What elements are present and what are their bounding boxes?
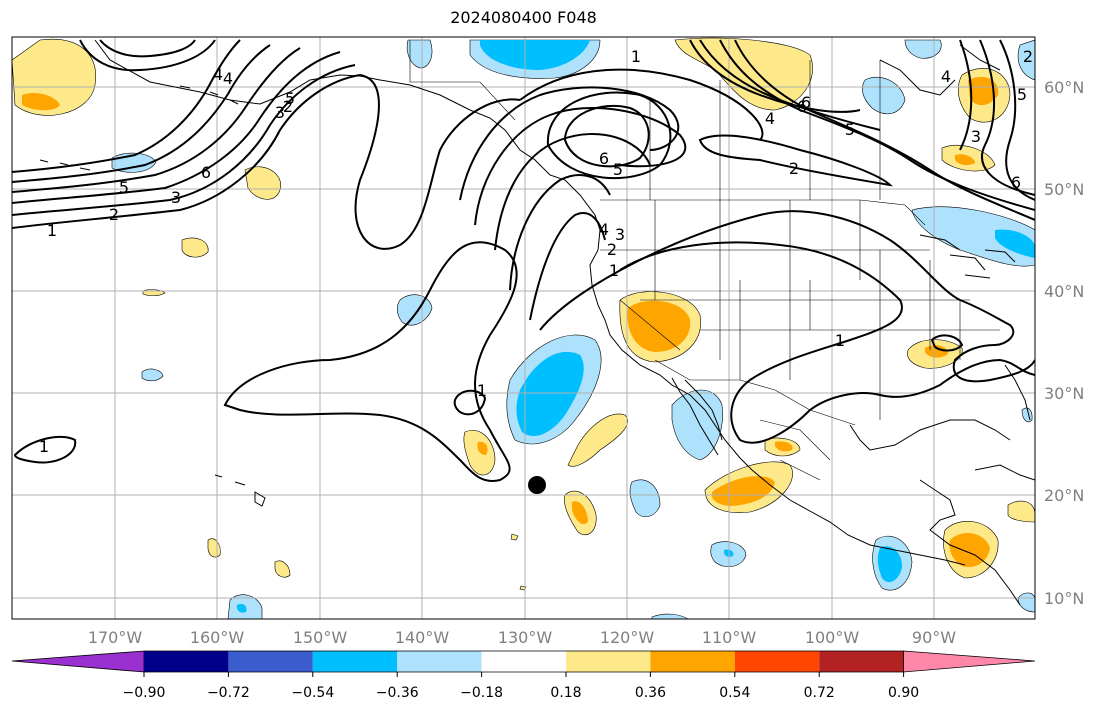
contour-label: 4 [223,69,233,88]
colorbar-segment [566,651,651,672]
lon-label: 100°W [805,628,860,647]
lon-label: 110°W [702,628,757,647]
contour-label: 4 [213,65,223,84]
contour-lines [12,39,1035,482]
colorbar-segment [819,651,904,672]
contour-label: 2 [607,240,617,259]
contour-label: 6 [801,93,811,112]
contour-label: 2 [109,205,119,224]
contour-label: 5 [1017,85,1027,104]
colorbar-tick-label: −0.18 [460,685,503,701]
lat-label: 60°N [1044,78,1084,97]
colorbar-tick-label: −0.90 [123,685,166,701]
contour-label: 1 [631,47,641,66]
colorbar-segment [481,651,566,672]
colorbar-tick-label: 0.36 [635,685,666,701]
map-title: 2024080400 F048 [450,8,597,27]
colorbar-segment [144,651,229,672]
storm-position-marker [528,476,546,494]
lon-label: 120°W [600,628,655,647]
lat-label: 40°N [1044,282,1084,301]
contour-label: 3 [615,225,625,244]
colorbar-segment [650,651,735,672]
colorbar-segment [397,651,482,672]
colorbar-extend-low [11,650,145,673]
lat-label: 30°N [1044,384,1084,403]
contour-label: 1 [39,437,49,456]
contour-label: 6 [797,97,807,116]
contour-label: 1 [609,261,619,280]
contour-label: 2 [283,97,293,116]
contour-label: 2 [789,159,799,178]
colorbar-tick-label: 0.90 [888,685,919,701]
contour-label: 1 [47,221,57,240]
lon-label: 130°W [498,628,553,647]
colorbar-tick-label: −0.36 [376,685,419,701]
lon-label: 140°W [395,628,450,647]
colorbar-tick-label: 0.18 [550,685,581,701]
contour-label: 1 [477,381,487,400]
contour-label: 3 [971,127,981,146]
contour-label: 3 [275,103,285,122]
colorbar-segment [228,651,313,672]
lon-label: 90°W [912,628,956,647]
contour-label: 2 [1023,47,1033,66]
contour-label: 6 [599,149,609,168]
lat-label: 10°N [1044,589,1084,608]
lat-label: 50°N [1044,180,1084,199]
anomaly-shading [12,37,1035,619]
lon-label: 160°W [190,628,245,647]
map-frame [11,36,1036,620]
colorbar-tick-label: 0.54 [719,685,750,701]
coastlines [39,39,1035,606]
contour-label: 4 [599,220,609,239]
contour-label: 4 [765,109,775,128]
colorbar: −0.90 −0.72 −0.54 −0.36 −0.18 0.18 0.36 … [11,650,1036,701]
colorbar-tick-label: −0.54 [291,685,334,701]
contour-label: 5 [845,120,855,139]
colorbar-segment [312,651,398,672]
graticule [12,37,1035,619]
contour-label: 6 [201,163,211,182]
lat-label: 20°N [1044,486,1084,505]
colorbar-tick-label: −0.72 [207,685,250,701]
contour-label: 5 [613,160,623,179]
contour-label: 1 [835,331,845,350]
contour-label: 5 [119,178,129,197]
lon-label: 170°W [88,628,143,647]
lon-label: 150°W [293,628,348,647]
longitude-labels: 170°W 160°W 150°W 140°W 130°W 120°W 110°… [88,628,956,647]
contour-label: 5 [285,89,295,108]
contour-labels: 1 1 2 3 4 5 6 6 5 4 3 2 1 1 1 2 4 5 6 6 … [39,47,1033,456]
colorbar-tick-label: 0.72 [804,685,835,701]
contour-label: 4 [941,67,951,86]
latitude-labels: 60°N 50°N 40°N 30°N 20°N 10°N [1044,78,1084,608]
contour-label: 3 [171,188,181,207]
colorbar-extend-high [903,650,1036,673]
contour-label: 6 [1011,173,1021,192]
colorbar-segment [734,651,820,672]
